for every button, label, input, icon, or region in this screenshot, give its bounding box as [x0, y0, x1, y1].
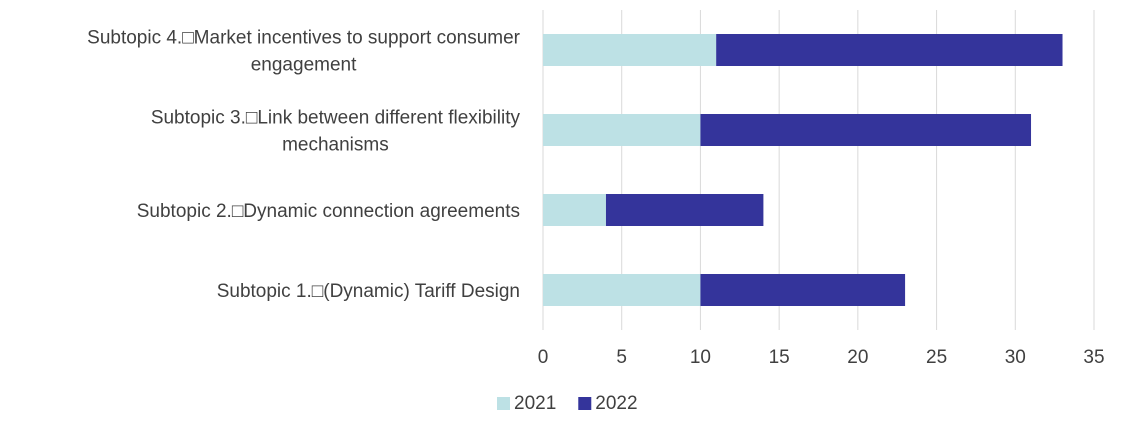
- category-label: Subtopic 4.□Market incentives to support…: [87, 28, 521, 76]
- bar-2022-cat4: [716, 34, 1063, 66]
- category-label: Subtopic 3.□Link between different flexi…: [151, 108, 521, 156]
- x-tick-label: 15: [769, 347, 790, 368]
- x-axis-tick-labels: 0 5 10 15 20 25 30 35: [538, 347, 1105, 368]
- bar-2022-cat2: [605, 194, 764, 226]
- category-label-line: mechanisms: [282, 135, 389, 156]
- category-labels: Subtopic 1.□(Dynamic) Tariff Design Subto…: [87, 28, 521, 303]
- category-label-line: engagement: [251, 55, 357, 76]
- x-tick-label: 5: [616, 347, 627, 368]
- bar-2022-cat1: [700, 274, 906, 306]
- legend-swatch-2021: [497, 397, 510, 410]
- x-tick-label: 30: [1005, 347, 1026, 368]
- legend-label-2022: 2022: [595, 393, 637, 414]
- category-label-line: Subtopic 3.□Link between different flexi…: [151, 108, 521, 129]
- x-tick-label: 35: [1083, 347, 1104, 368]
- x-tick-label: 20: [847, 347, 868, 368]
- bar-2022-cat3: [700, 114, 1032, 146]
- x-tick-label: 25: [926, 347, 947, 368]
- legend-swatch-2022: [578, 397, 592, 410]
- category-label-line: Subtopic 4.□Market incentives to support…: [87, 28, 521, 49]
- legend: 2021 2022: [497, 393, 638, 414]
- bar-2021-cat1: [543, 274, 701, 306]
- bar-2021-cat4: [543, 34, 717, 66]
- category-label-line: Subtopic 1.□(Dynamic) Tariff Design: [217, 281, 520, 302]
- bar-2021-cat2: [543, 194, 606, 226]
- x-tick-label: 10: [690, 347, 711, 368]
- category-label: Subtopic 2.□Dynamic connection agreement…: [137, 201, 520, 222]
- legend-label-2021: 2021: [514, 393, 556, 414]
- x-tick-label: 0: [538, 347, 549, 368]
- category-label: Subtopic 1.□(Dynamic) Tariff Design: [217, 281, 520, 302]
- bar-2021-cat3: [543, 114, 701, 146]
- bars: [543, 34, 1063, 306]
- category-label-line: Subtopic 2.□Dynamic connection agreement…: [137, 201, 520, 222]
